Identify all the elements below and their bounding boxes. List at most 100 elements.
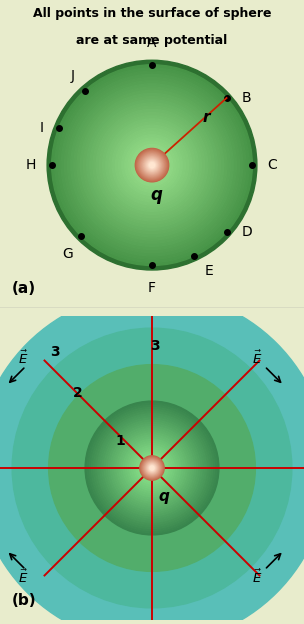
Circle shape [149,162,155,168]
Text: E: E [205,264,214,278]
Circle shape [148,464,156,472]
Circle shape [145,461,159,475]
Circle shape [150,163,154,168]
Circle shape [128,444,176,492]
Circle shape [119,435,185,501]
Circle shape [149,465,155,471]
Text: A: A [147,36,157,49]
Circle shape [58,71,246,259]
Text: J: J [70,69,74,83]
Circle shape [92,407,212,529]
Circle shape [67,80,237,250]
Circle shape [87,100,217,230]
Circle shape [74,87,230,243]
Circle shape [147,462,157,474]
Circle shape [141,457,163,479]
Text: $\vec{E}$: $\vec{E}$ [252,568,262,586]
Circle shape [147,463,157,473]
Text: All points in the surface of sphere: All points in the surface of sphere [33,7,271,20]
Circle shape [138,454,166,482]
Circle shape [134,450,170,486]
Circle shape [150,466,154,470]
Text: C: C [268,158,277,172]
Text: 3: 3 [50,346,60,359]
Circle shape [146,159,158,172]
Circle shape [146,462,158,474]
Circle shape [144,461,160,475]
Circle shape [109,424,195,512]
Circle shape [140,153,164,177]
Circle shape [141,154,163,176]
Circle shape [134,147,170,183]
Circle shape [149,464,155,472]
Circle shape [126,441,178,495]
Circle shape [143,459,161,477]
Circle shape [106,422,198,514]
Circle shape [121,437,183,499]
Circle shape [111,427,193,509]
Circle shape [84,97,220,233]
Circle shape [104,420,200,516]
Circle shape [143,459,161,477]
Circle shape [99,112,205,218]
Circle shape [109,122,195,208]
Circle shape [137,150,167,180]
Circle shape [96,109,208,221]
Text: (a): (a) [12,281,36,296]
Circle shape [138,152,166,179]
Text: (b): (b) [12,593,37,608]
Circle shape [147,160,157,170]
Text: q: q [150,187,163,205]
Circle shape [141,154,163,177]
Circle shape [138,151,166,180]
Circle shape [90,103,214,227]
Text: $\vec{E}$: $\vec{E}$ [18,568,28,586]
Circle shape [143,156,161,174]
Circle shape [146,462,158,474]
Text: D: D [242,225,253,239]
Circle shape [144,460,160,476]
Circle shape [113,429,191,507]
Circle shape [89,406,215,530]
Circle shape [145,461,159,475]
Circle shape [136,149,168,181]
Text: H: H [26,158,36,172]
Circle shape [142,459,162,477]
Circle shape [140,456,164,480]
Text: are at same potential: are at same potential [76,34,228,47]
Circle shape [143,157,161,173]
Circle shape [148,161,156,169]
Circle shape [128,141,176,189]
Circle shape [122,135,182,195]
Circle shape [106,119,198,212]
Circle shape [136,452,168,484]
Circle shape [98,414,206,522]
Text: F: F [148,281,156,295]
Circle shape [150,466,154,470]
Circle shape [71,84,233,246]
Circle shape [147,160,157,170]
Circle shape [49,364,255,572]
Circle shape [12,328,292,608]
Circle shape [123,439,181,497]
Circle shape [132,448,172,488]
Circle shape [96,412,208,524]
Text: I: I [40,120,44,135]
Circle shape [140,456,164,480]
Text: r: r [202,110,210,125]
Text: G: G [63,246,74,261]
Circle shape [115,431,189,505]
Circle shape [55,68,249,262]
Circle shape [80,94,224,236]
Circle shape [61,74,243,256]
Circle shape [141,457,163,479]
Circle shape [87,403,217,533]
Circle shape [47,61,257,270]
Circle shape [140,456,164,480]
Circle shape [144,460,160,476]
Text: 2: 2 [72,386,82,401]
Circle shape [147,464,157,472]
Circle shape [103,115,201,215]
Circle shape [139,152,165,178]
Circle shape [131,144,173,186]
